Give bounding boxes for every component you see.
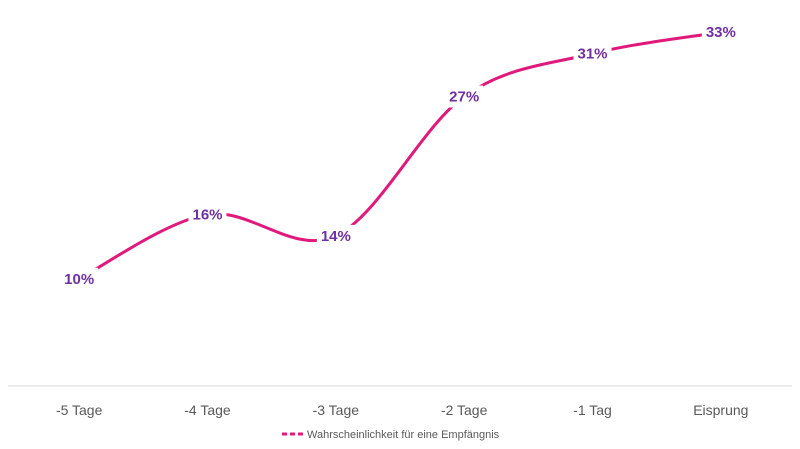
- data-labels: 10% 16% 14% 27% 31% 33%: [60, 21, 740, 290]
- data-label-background: [445, 85, 484, 108]
- data-label-background: [188, 203, 227, 226]
- data-label-background: [701, 21, 740, 44]
- data-point-label: 33%: [701, 21, 740, 44]
- data-point-label: 16%: [188, 203, 227, 226]
- data-label-text: 10%: [64, 271, 94, 288]
- legend: Wahrscheinlichkeit für eine Empfängnis: [282, 429, 500, 441]
- data-point-label: 31%: [573, 42, 612, 65]
- x-tick-label: -2 Tage: [441, 402, 488, 418]
- legend-label: Wahrscheinlichkeit für eine Empfängnis: [307, 429, 500, 441]
- data-point-label: 27%: [445, 85, 484, 108]
- x-axis-tick-labels: -5 Tage -4 Tage -3 Tage -2 Tage -1 Tag Eispru…: [56, 402, 749, 418]
- data-label-text: 31%: [577, 46, 607, 63]
- x-tick-label: Eisprung: [693, 402, 748, 418]
- x-tick-label: -1 Tag: [573, 402, 612, 418]
- data-point-label: 14%: [316, 224, 355, 247]
- x-tick-label: -5 Tage: [56, 402, 103, 418]
- x-tick-label: -3 Tage: [313, 402, 360, 418]
- data-label-text: 14%: [321, 228, 351, 245]
- x-tick-label: -4 Tage: [184, 402, 231, 418]
- data-label-text: 33%: [706, 24, 736, 41]
- data-label-background: [316, 224, 355, 247]
- data-label-background: [60, 267, 99, 290]
- data-label-text: 27%: [449, 89, 479, 106]
- data-point-label: 10%: [60, 267, 99, 290]
- series-line-empfaengnis: [77, 30, 723, 281]
- data-label-text: 16%: [192, 206, 222, 223]
- data-label-background: [573, 42, 612, 65]
